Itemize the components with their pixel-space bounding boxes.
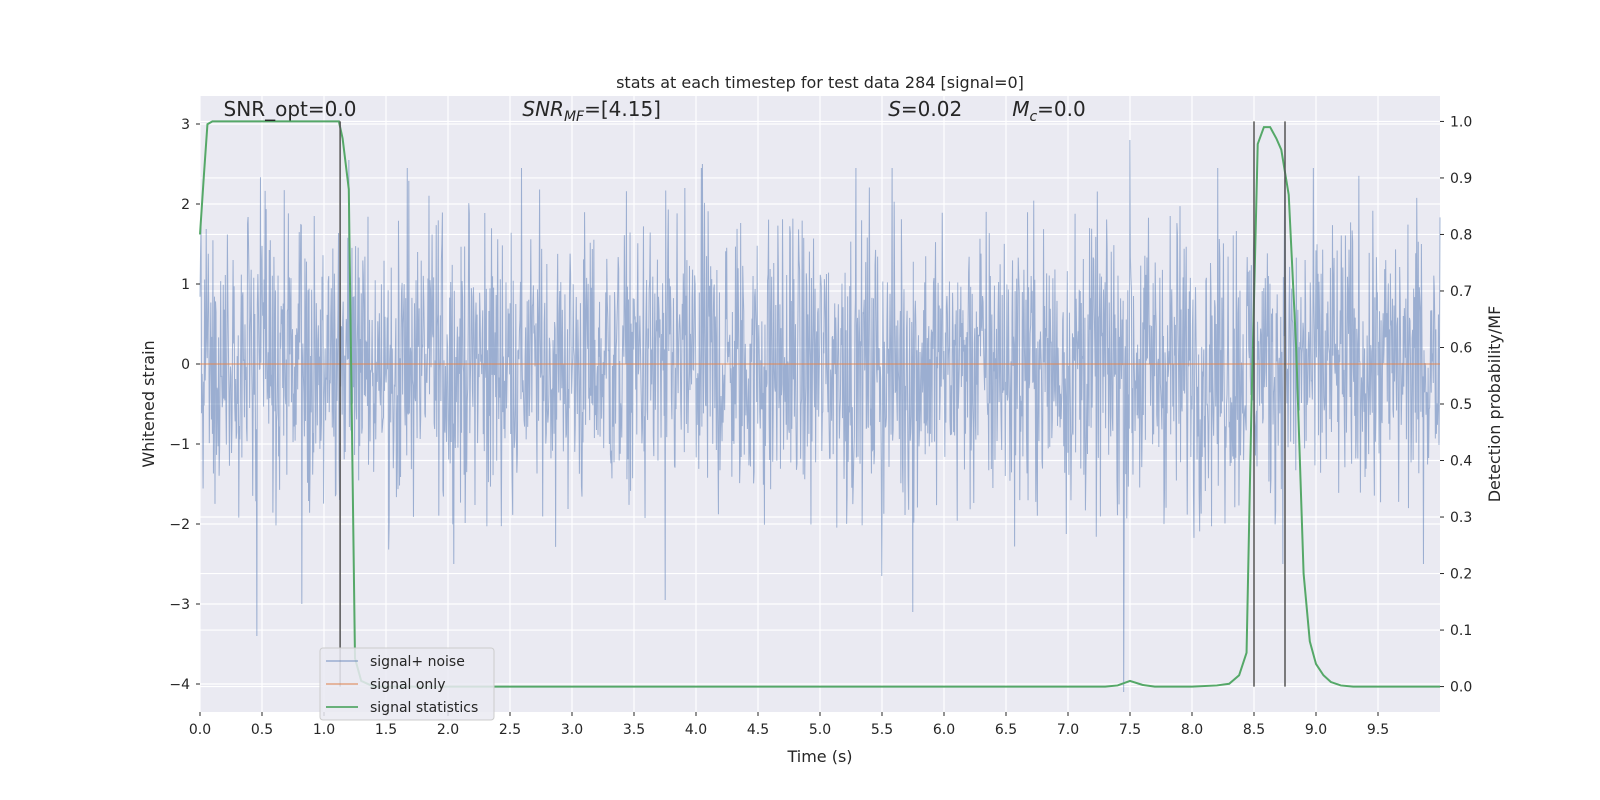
legend: signal+ noise signal only signal statist… — [319, 647, 495, 721]
chart-title: stats at each timestep for test data 284… — [616, 73, 1024, 92]
x-tick-label: 9.5 — [1367, 722, 1389, 738]
y-tick-label: 2 — [181, 197, 190, 213]
legend-label-signal-only: signal only — [370, 677, 445, 693]
y2-tick-label: 0.3 — [1450, 510, 1472, 526]
y-tick-label: −2 — [169, 517, 190, 533]
x-tick-label: 0.0 — [189, 722, 211, 738]
annotation-text: SNR_opt=0.0 — [224, 97, 357, 121]
x-tick-label: 2.0 — [437, 722, 459, 738]
legend-box — [319, 647, 495, 721]
y2-tick-label: 0.9 — [1450, 171, 1472, 187]
annotations: SNR_opt=0.0 SNRMF=[4.15] S=0.02 Mc=0.0 — [224, 97, 1086, 125]
y-tick-label: 3 — [181, 117, 190, 133]
y2-axis-label: Detection probability/MF — [1485, 306, 1504, 503]
x-tick-label: 3.0 — [561, 722, 583, 738]
y2-tick-label: 0.4 — [1450, 454, 1472, 470]
y2-tick-label: 1.0 — [1450, 114, 1472, 130]
annotation-text: S=0.02 — [888, 97, 962, 121]
x-tick-label: 8.0 — [1181, 722, 1203, 738]
y2-tick-label: 0.6 — [1450, 340, 1472, 356]
y2-tick-label: 0.0 — [1450, 680, 1472, 696]
x-tick-label: 4.0 — [685, 722, 707, 738]
y-tick-label: −3 — [169, 597, 190, 613]
annotation-text: Mc=0.0 — [1012, 97, 1086, 125]
x-tick-label: 9.0 — [1305, 722, 1327, 738]
annotation-text: SNRMF=[4.15] — [522, 97, 661, 125]
x-tick-label: 0.5 — [251, 722, 273, 738]
y-tick-label: −4 — [169, 677, 190, 693]
x-tick-label: 5.0 — [809, 722, 831, 738]
x-tick-label: 7.0 — [1057, 722, 1079, 738]
y-tick-label: 1 — [181, 277, 190, 293]
x-tick-label: 4.5 — [747, 722, 769, 738]
y2-tick-label: 0.2 — [1450, 567, 1472, 583]
y-axis-label: Whitened strain — [139, 340, 158, 467]
vertical-markers — [339, 121, 1286, 687]
lines-layer — [199, 120, 1440, 688]
x-tick-label: 7.5 — [1119, 722, 1141, 738]
y2-tick-label: 0.5 — [1450, 397, 1472, 413]
x-tick-label: 6.0 — [933, 722, 955, 738]
x-tick-label: 2.5 — [499, 722, 521, 738]
x-tick-label: 3.5 — [623, 722, 645, 738]
signal-noise-line — [199, 139, 1441, 693]
y2-tick-label: 0.1 — [1450, 623, 1472, 639]
series-signal-noise — [199, 139, 1441, 693]
y2-tick-label: 0.8 — [1450, 227, 1472, 243]
x-tick-label: 5.5 — [871, 722, 893, 738]
y-tick-label: 0 — [181, 357, 190, 373]
x-tick-label: 6.5 — [995, 722, 1017, 738]
y-tick-label: −1 — [169, 437, 190, 453]
legend-label-signal-noise: signal+ noise — [370, 654, 465, 670]
x-tick-label: 1.0 — [313, 722, 335, 738]
y2-tick-label: 0.7 — [1450, 284, 1472, 300]
x-axis-label: Time (s) — [786, 747, 852, 766]
x-tick-label: 1.5 — [375, 722, 397, 738]
legend-label-signal-statistics: signal statistics — [370, 700, 478, 716]
x-tick-label: 8.5 — [1243, 722, 1265, 738]
tick-labels: 0.0 0.5 1.0 1.5 2.0 2.5 3.0 3.5 4.0 4.5 5.0 5.5 6.0 6… — [169, 114, 1472, 738]
signal-statistics-line — [199, 120, 1440, 688]
